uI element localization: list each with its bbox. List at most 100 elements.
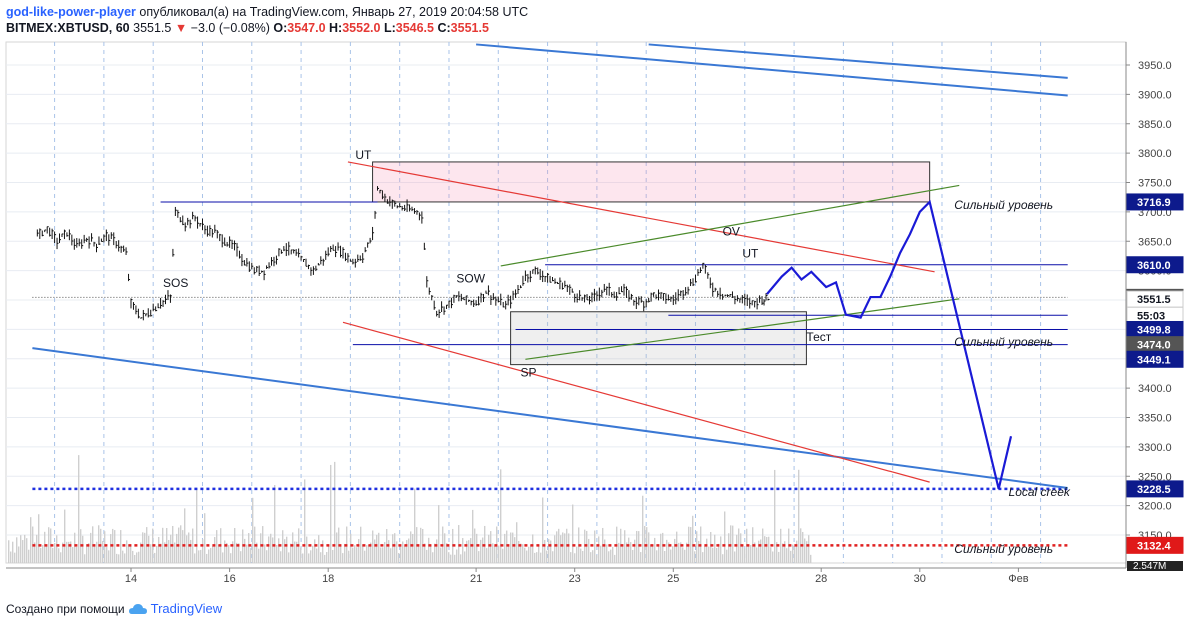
volume-bar bbox=[682, 547, 684, 563]
volume-bar bbox=[314, 539, 316, 563]
volume-bar bbox=[728, 533, 730, 563]
volume-bar bbox=[332, 549, 334, 563]
ohlc-line: BITMEX:XBTUSD, 60 3551.5 ▼ −3.0 (−0.08%)… bbox=[6, 20, 1126, 37]
volume-bar bbox=[716, 547, 718, 563]
volume-bar bbox=[526, 550, 528, 563]
volume-bar bbox=[390, 548, 392, 563]
volume-bar bbox=[60, 552, 62, 563]
chart-grid bbox=[5, 41, 1127, 564]
volume-bar bbox=[704, 546, 706, 563]
volume-bar bbox=[66, 541, 68, 563]
volume-bar bbox=[330, 464, 332, 563]
volume-bar bbox=[440, 547, 442, 563]
volume-bar bbox=[276, 544, 278, 563]
author-link[interactable]: god-like-power-player bbox=[6, 5, 136, 19]
volume-bar bbox=[134, 554, 136, 563]
volume-bar bbox=[740, 533, 742, 563]
volume-bar bbox=[426, 549, 428, 563]
volume-bar bbox=[158, 536, 160, 563]
volume-bar bbox=[734, 551, 736, 563]
volume-bar bbox=[766, 536, 768, 563]
volume-bar bbox=[322, 540, 324, 563]
price-tick-label: 3350.0 bbox=[1138, 413, 1172, 425]
created-with: Создано при помощи bbox=[6, 601, 125, 616]
volume-bar bbox=[720, 536, 722, 563]
volume-bar bbox=[686, 542, 688, 563]
volume-bar bbox=[82, 535, 84, 563]
volume-bar bbox=[702, 552, 704, 563]
volume-bar bbox=[116, 553, 118, 563]
volume-bar bbox=[470, 538, 472, 563]
volume-bar bbox=[492, 543, 494, 563]
volume-bar bbox=[42, 545, 44, 563]
volume-bar bbox=[590, 552, 592, 563]
volume-bars bbox=[8, 455, 812, 563]
volume-bar bbox=[808, 535, 810, 563]
volume-bar bbox=[28, 549, 30, 563]
volume-bar bbox=[448, 552, 450, 563]
volume-bar bbox=[538, 545, 540, 563]
volume-bar bbox=[154, 552, 156, 563]
volume-bar bbox=[344, 543, 346, 563]
volume-bar bbox=[568, 533, 570, 563]
volume-bar bbox=[650, 544, 652, 563]
volume-bar bbox=[690, 527, 692, 563]
volume-bar bbox=[436, 539, 438, 563]
volume-bar bbox=[670, 549, 672, 563]
price-label-text: 3610.0 bbox=[1137, 260, 1171, 272]
volume-bar bbox=[14, 552, 16, 563]
time-tick-label: 21 bbox=[470, 573, 482, 585]
volume-bar bbox=[64, 509, 66, 563]
volume-bar bbox=[186, 535, 188, 563]
volume-bar bbox=[212, 545, 214, 563]
volume-bar bbox=[608, 551, 610, 563]
volume-bar bbox=[354, 545, 356, 563]
volume-bar bbox=[264, 544, 266, 563]
last-price: 3551.5 bbox=[133, 21, 172, 35]
volume-bar bbox=[148, 535, 150, 563]
volume-bar bbox=[618, 542, 620, 563]
volume-label-box bbox=[1127, 561, 1183, 571]
volume-bar bbox=[368, 545, 370, 563]
volume-bar bbox=[68, 541, 70, 563]
symbol-label[interactable]: BITMEX:XBTUSD, 60 bbox=[6, 21, 130, 35]
annotation-label: SOW bbox=[456, 271, 485, 285]
zone-boxes bbox=[372, 161, 931, 366]
volume-bar bbox=[508, 546, 510, 563]
volume-bar bbox=[564, 533, 566, 563]
volume-bar bbox=[586, 530, 588, 563]
open-label: O: bbox=[273, 21, 288, 35]
volume-bar bbox=[640, 552, 642, 563]
price-tick-label: 3200.0 bbox=[1138, 501, 1172, 513]
volume-bar bbox=[456, 549, 458, 563]
volume-bar bbox=[296, 541, 298, 563]
volume-bar bbox=[124, 553, 126, 563]
volume-bar bbox=[128, 544, 130, 563]
volume-bar bbox=[274, 484, 276, 563]
volume-bar bbox=[636, 530, 638, 563]
volume-bar bbox=[494, 545, 496, 563]
volume-bar bbox=[522, 544, 524, 563]
volume-bar bbox=[468, 540, 470, 563]
volume-bar bbox=[230, 553, 232, 563]
volume-bar bbox=[570, 552, 572, 563]
trend-line-red bbox=[347, 161, 935, 273]
annotation-label: Сильный уровень bbox=[954, 335, 1053, 349]
volume-bar bbox=[334, 461, 336, 563]
tradingview-brand[interactable]: TradingView bbox=[150, 601, 223, 616]
volume-bar bbox=[324, 554, 326, 563]
volume-bar bbox=[362, 544, 364, 563]
volume-bar bbox=[106, 547, 108, 563]
volume-bar bbox=[320, 552, 322, 563]
volume-bar bbox=[300, 547, 302, 563]
volume-bar bbox=[138, 551, 140, 563]
price-label-box bbox=[1126, 256, 1184, 274]
volume-bar bbox=[350, 533, 352, 563]
annotation-label: Тест bbox=[806, 330, 831, 344]
volume-bar bbox=[482, 537, 484, 563]
price-tick-label: 3400.0 bbox=[1138, 383, 1172, 395]
volume-bar bbox=[676, 531, 678, 563]
volume-bar bbox=[84, 554, 86, 563]
volume-bar bbox=[162, 527, 164, 563]
